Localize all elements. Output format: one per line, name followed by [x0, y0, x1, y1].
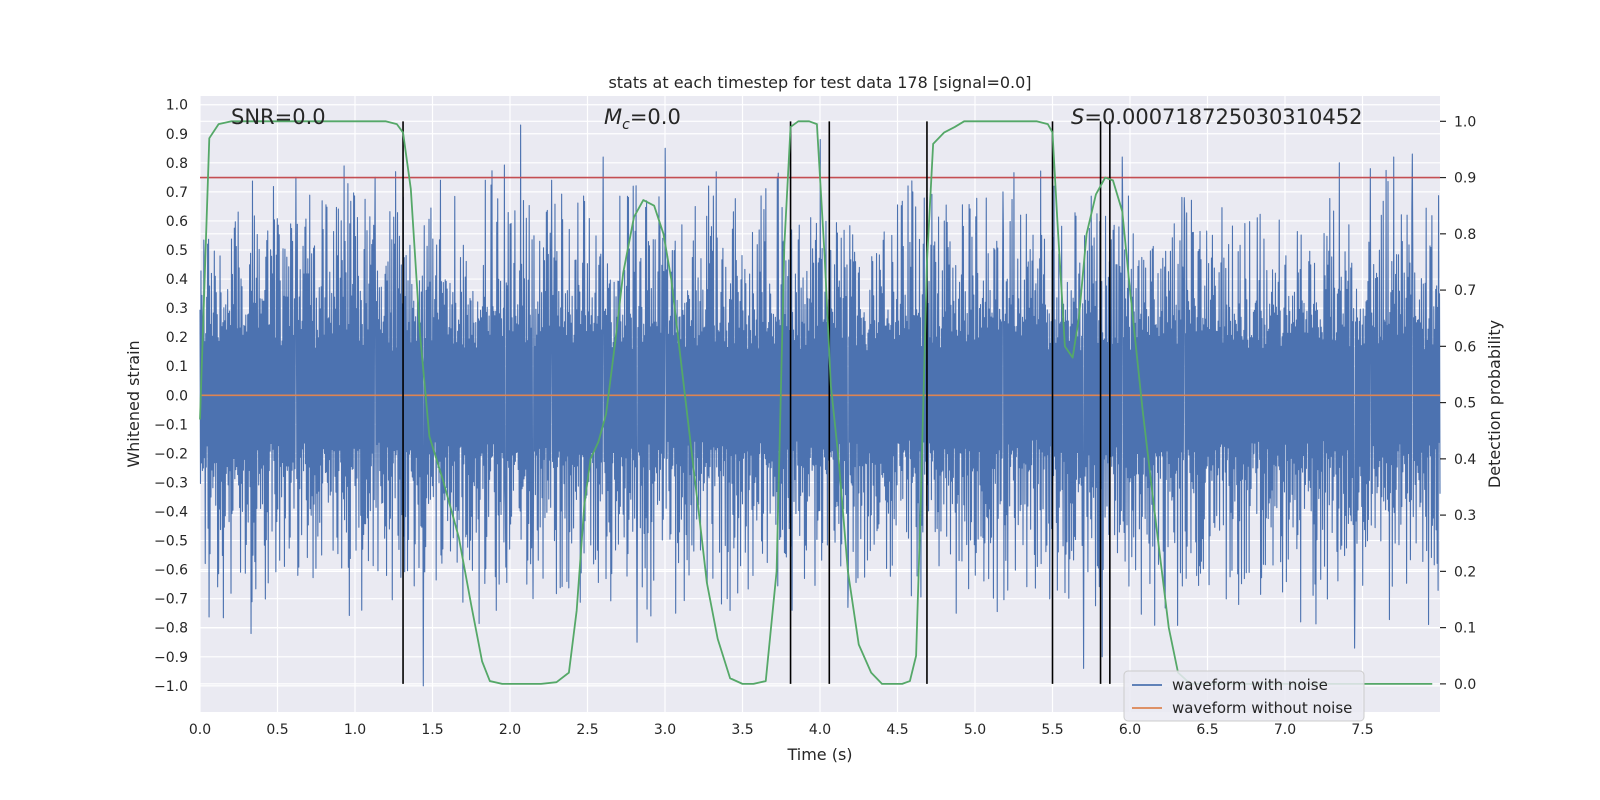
y-right-tick-label-10: 0.0 [1454, 677, 1476, 693]
y-left-tick-label-10: 0.0 [166, 388, 188, 404]
x-tick-label-10: 5.0 [964, 722, 986, 738]
legend: waveform with noise waveform without noi… [1123, 670, 1365, 722]
y-left-tick-label-11: −0.1 [154, 417, 188, 433]
y-axis-right-label: Detection probability [1485, 320, 1504, 488]
y-right-tick-label-8: 0.2 [1454, 564, 1476, 580]
y-right-tick-label-7: 0.3 [1454, 508, 1476, 524]
y-left-tick-label-8: 0.2 [166, 330, 188, 346]
y-right-tick-label-9: 0.1 [1454, 621, 1476, 637]
x-tick-label-5: 2.5 [576, 722, 598, 738]
x-tick-label-3: 1.5 [421, 722, 443, 738]
legend-frame [1123, 670, 1365, 722]
y-right-tick-label-2: 0.8 [1454, 227, 1476, 243]
y-left-tick-label-14: −0.4 [154, 505, 188, 521]
x-tick-label-11: 5.5 [1041, 722, 1063, 738]
y-left-tick-label-19: −0.9 [154, 650, 188, 666]
y-left-tick-label-3: 0.7 [166, 185, 188, 201]
y-axis-left-ticks: 1.0 0.9 0.8 0.7 0.6 0.5 0.4 0.3 0.2 0.1 0.0 −0.1 −0.… [154, 98, 188, 695]
annotation-chirp-mass-subscript: c [622, 117, 630, 133]
y-left-tick-label-17: −0.7 [154, 592, 188, 608]
x-tick-label-0: 0.0 [189, 722, 211, 738]
y-left-tick-label-18: −0.8 [154, 621, 188, 637]
y-right-tick-label-0: 1.0 [1454, 114, 1476, 130]
y-left-tick-label-5: 0.5 [166, 243, 188, 259]
x-axis-ticks: 0.0 0.5 1.0 1.5 2.0 2.5 3.0 3.5 4.0 4.5 5.0 5.5 6.0 6… [189, 722, 1374, 738]
y-right-tick-label-6: 0.4 [1454, 452, 1476, 468]
x-tick-label-1: 0.5 [266, 722, 288, 738]
y-left-tick-label-2: 0.8 [166, 156, 188, 172]
y-axis-left-label: Whitened strain [124, 340, 143, 467]
series-detection-probability [199, 120, 1433, 685]
legend-label-clean: waveform without noise [1172, 699, 1352, 717]
x-tick-label-6: 3.0 [654, 722, 676, 738]
annotation-chirp-mass: Mc=0.0 [604, 105, 681, 133]
x-tick-label-15: 7.5 [1351, 722, 1373, 738]
annotation-chirp-mass-value: =0.0 [630, 105, 681, 129]
x-tick-label-14: 7.0 [1274, 722, 1296, 738]
y-left-tick-label-0: 1.0 [166, 98, 188, 114]
series-waveform-with-noise [199, 124, 1441, 687]
y-right-tick-label-1: 0.9 [1454, 171, 1476, 187]
y-right-tick-label-5: 0.5 [1454, 396, 1476, 412]
y-right-tick-label-3: 0.7 [1454, 283, 1476, 299]
x-tick-label-2: 1.0 [344, 722, 366, 738]
y-left-tick-label-13: −0.3 [154, 475, 188, 491]
waveform-with-noise-line [199, 124, 1441, 687]
y-left-tick-label-9: 0.1 [166, 359, 188, 375]
x-tick-label-9: 4.5 [886, 722, 908, 738]
event-lines [402, 121, 1111, 684]
x-tick-label-12: 6.0 [1119, 722, 1141, 738]
y-right-tick-label-4: 0.6 [1454, 339, 1476, 355]
y-left-tick-label-6: 0.4 [166, 272, 188, 288]
legend-label-noise: waveform with noise [1172, 676, 1328, 694]
annotation-statistic: S=0.000718725030310452 [1071, 105, 1362, 129]
y-left-tick-label-20: −1.0 [154, 679, 188, 695]
y-left-tick-label-16: −0.6 [154, 563, 188, 579]
y-left-tick-label-4: 0.6 [166, 214, 188, 230]
detection-probability-line [199, 120, 1433, 685]
chart-title: stats at each timestep for test data 178… [608, 73, 1031, 92]
x-tick-label-4: 2.0 [499, 722, 521, 738]
y-left-tick-label-7: 0.3 [166, 301, 188, 317]
x-tick-label-13: 6.5 [1196, 722, 1218, 738]
y-left-tick-label-1: 0.9 [166, 127, 188, 143]
y-axis-right-ticks: 1.0 0.9 0.8 0.7 0.6 0.5 0.4 0.3 0.2 0.1 0.0 [1440, 114, 1476, 693]
annotation-snr: SNR=0.0 [231, 105, 326, 129]
x-axis-label: Time (s) [786, 745, 852, 764]
y-left-tick-label-15: −0.5 [154, 534, 188, 550]
annotation-chirp-mass-symbol: M [604, 105, 622, 129]
annotation-statistic-value: =0.000718725030310452 [1084, 105, 1362, 129]
x-tick-label-8: 4.0 [809, 722, 831, 738]
y-left-tick-label-12: −0.2 [154, 446, 188, 462]
x-tick-label-7: 3.5 [731, 722, 753, 738]
annotation-statistic-symbol: S [1071, 105, 1084, 129]
